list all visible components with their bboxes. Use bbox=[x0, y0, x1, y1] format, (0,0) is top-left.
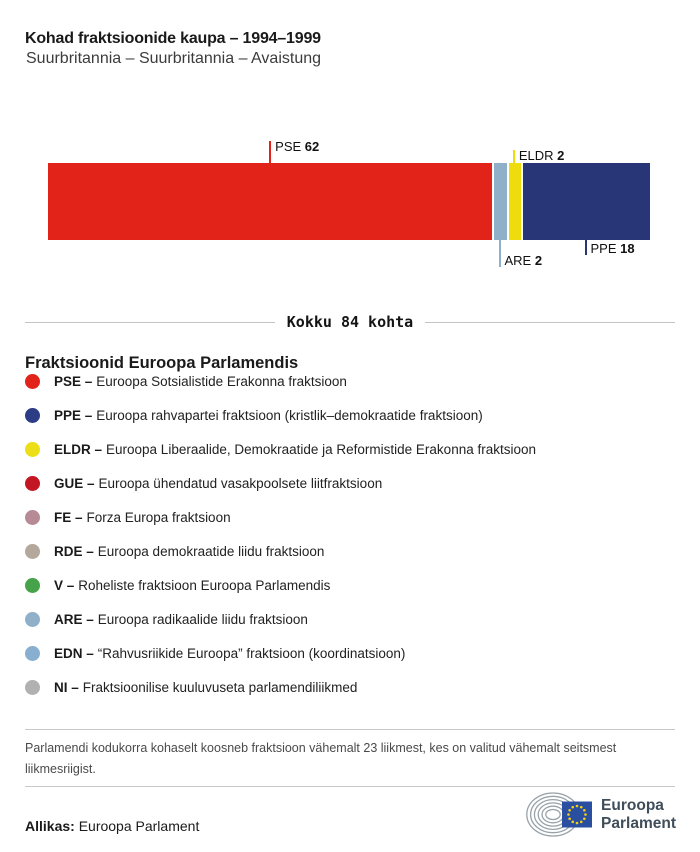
logo-wordmark: Euroopa Parlament bbox=[601, 797, 676, 833]
source-line: Allikas: Euroopa Parlament bbox=[25, 818, 199, 834]
legend-name: Fraktsioonilise kuuluvuseta parlamendili… bbox=[82, 679, 358, 695]
legend-heading: Fraktsioonid Euroopa Parlamendis bbox=[25, 353, 299, 372]
hemicycle-flag-icon bbox=[526, 792, 593, 837]
legend-color-dot bbox=[25, 441, 40, 457]
legend-item-edn: EDN – “Rahvusriikide Euroopa” fraktsioon … bbox=[25, 636, 675, 670]
legend-abbr: ELDR – bbox=[54, 441, 103, 457]
total-seats-label: Kokku 84 kohta bbox=[286, 313, 414, 331]
divider-line-right bbox=[425, 321, 675, 323]
legend-item-pse: PSE – Euroopa Sotsialistide Erakonna frak… bbox=[25, 364, 675, 398]
divider-line-left bbox=[25, 321, 275, 323]
legend-abbr: PSE – bbox=[54, 373, 93, 389]
european-parliament-logo: Euroopa Parlament bbox=[526, 791, 676, 838]
total-seats-divider: Kokku 84 kohta bbox=[25, 312, 675, 332]
legend-name: Euroopa ühendatud vasakpoolsete liitfrak… bbox=[98, 475, 383, 491]
logo-word-1: Euroopa bbox=[601, 796, 664, 814]
legend-item-are: ARE – Euroopa radikaalide liidu fraktsioo… bbox=[25, 602, 675, 636]
legend-item-ppe: PPE – Euroopa rahvapartei fraktsioon (kri… bbox=[25, 398, 675, 432]
bar-label-are: ARE 2 bbox=[504, 253, 543, 268]
legend-item-fe: FE – Forza Europa fraktsioon bbox=[25, 500, 675, 534]
page-subtitle: Suurbritannia – Suurbritannia – Avaistun… bbox=[26, 50, 322, 67]
legend-name: Euroopa Liberaalide, Demokraatide ja Ref… bbox=[106, 441, 536, 457]
legend-name: Euroopa radikaalide liidu fraktsioon bbox=[97, 611, 308, 627]
legend-name: Euroopa rahvapartei fraktsioon (kristlik… bbox=[96, 407, 483, 423]
eu-flag-stars bbox=[567, 804, 587, 825]
legend-abbr: NI – bbox=[54, 679, 79, 695]
legend-item-rde: RDE – Euroopa demokraatide liidu fraktsio… bbox=[25, 534, 675, 568]
bar-segment-are bbox=[492, 163, 507, 240]
tick-eldr bbox=[512, 150, 515, 163]
legend-name: Euroopa demokraatide liidu fraktsioon bbox=[97, 543, 325, 559]
legend-color-dot bbox=[25, 373, 40, 389]
legend-color-dot bbox=[25, 509, 40, 525]
legend-name: Roheliste fraktsioon Euroopa Parlamendis bbox=[78, 577, 331, 593]
legend-abbr: V – bbox=[54, 577, 75, 593]
legend-abbr: FE – bbox=[54, 509, 83, 525]
legend-color-dot bbox=[25, 679, 40, 695]
legend-abbr: RDE – bbox=[54, 543, 94, 559]
footnote-divider-bottom bbox=[25, 786, 675, 787]
legend-abbr: EDN – bbox=[54, 645, 94, 661]
legend-name: “Rahvusriikide Euroopa” fraktsioon (koor… bbox=[97, 645, 406, 661]
legend-item-eldr: ELDR – Euroopa Liberaalide, Demokraatide … bbox=[25, 432, 675, 466]
bar-label-eldr: ELDR 2 bbox=[518, 148, 565, 163]
footnote-divider-top bbox=[25, 729, 675, 730]
source-label: Allikas: bbox=[25, 818, 75, 834]
legend-color-dot bbox=[25, 407, 40, 423]
legend-name: Forza Europa fraktsioon bbox=[86, 509, 231, 525]
bar-segment-ppe bbox=[520, 163, 650, 240]
footnote: Parlamendi kodukorra kohaselt koosneb fr… bbox=[25, 741, 617, 776]
legend-abbr: PPE – bbox=[54, 407, 93, 423]
page-title: Kohad fraktsioonide kaupa – 1994–1999 bbox=[25, 29, 321, 47]
tick-pse bbox=[269, 141, 272, 163]
legend-item-v: V – Roheliste fraktsioon Euroopa Parlamen… bbox=[25, 568, 675, 602]
legend-color-dot bbox=[25, 611, 40, 627]
legend-abbr: GUE – bbox=[54, 475, 95, 491]
bar-segment-eldr bbox=[506, 163, 521, 240]
legend-item-gue: GUE – Euroopa ühendatud vasakpoolsete lii… bbox=[25, 466, 675, 500]
stacked-bar bbox=[48, 163, 650, 240]
legend-color-dot bbox=[25, 543, 40, 559]
legend-color-dot bbox=[25, 577, 40, 593]
logo-word-2: Parlament bbox=[601, 814, 676, 832]
legend-abbr: ARE – bbox=[54, 611, 94, 627]
legend-item-ni: NI – Fraktsioonilise kuuluvuseta parlamen… bbox=[25, 670, 675, 704]
seats-bar-chart: PSE 62 ARE 2 ELDR 2 PPE 18 bbox=[48, 138, 650, 270]
legend-color-dot bbox=[25, 645, 40, 661]
legend: PSE – Euroopa Sotsialistide Erakonna frak… bbox=[25, 364, 675, 704]
bar-label-pse: PSE 62 bbox=[275, 139, 320, 154]
legend-name: Euroopa Sotsialistide Erakonna fraktsioo… bbox=[96, 373, 347, 389]
bar-label-ppe: PPE 18 bbox=[590, 241, 635, 256]
tick-are bbox=[498, 240, 501, 267]
bar-segment-pse bbox=[48, 163, 493, 240]
source-value: Euroopa Parlament bbox=[78, 818, 200, 834]
legend-color-dot bbox=[25, 475, 40, 491]
tick-ppe bbox=[584, 240, 587, 255]
